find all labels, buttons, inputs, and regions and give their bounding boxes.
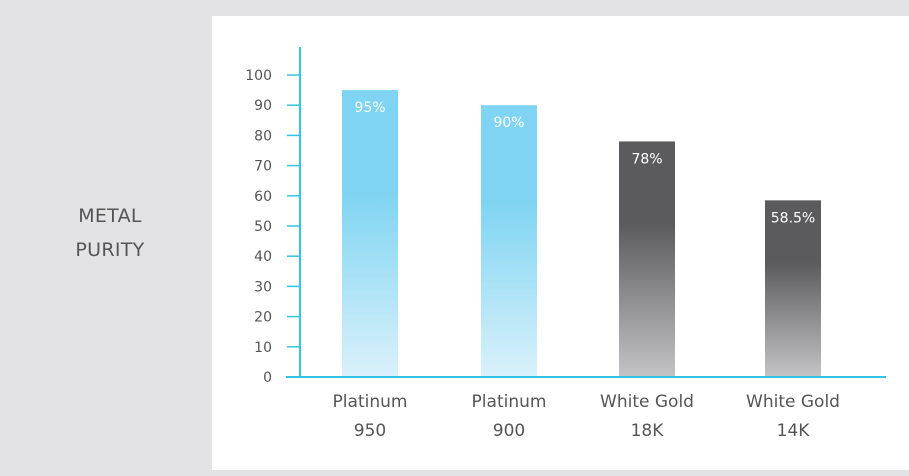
y-tick-label: 50	[254, 219, 272, 235]
bar-data-labels: 95% 90% 78% 58.5%	[354, 100, 815, 226]
x-tick-label: 950	[354, 421, 386, 441]
row-title-line-2: PURITY	[75, 239, 145, 261]
x-axis-labels: Platinum 950 Platinum 900 White Gold 18K White…	[333, 392, 840, 441]
bar-0	[342, 90, 398, 377]
y-tick-label: 60	[254, 189, 272, 205]
y-tick-label: 90	[254, 98, 272, 114]
y-tick-label: 40	[254, 249, 272, 265]
chart-panel: 0 10 20 30 40 50 60 70 80 90 100 95% 90% 78% 58.5% Pl…	[212, 16, 909, 470]
y-tick-label: 0	[263, 370, 272, 386]
y-tick-label: 80	[254, 128, 272, 144]
y-tick-label: 20	[254, 310, 272, 326]
y-tick-label: 30	[254, 279, 272, 295]
x-tick-label: White Gold	[746, 392, 840, 412]
bar-data-label: 90%	[493, 115, 524, 131]
bar-data-label: 78%	[631, 151, 662, 167]
row-title-panel: METAL PURITY	[8, 16, 212, 470]
x-tick-label: 900	[493, 421, 525, 441]
y-tick-label: 10	[254, 340, 272, 356]
bar-2	[619, 141, 675, 377]
y-axis-ticks: 0 10 20 30 40 50 60 70 80 90 100	[245, 68, 300, 386]
y-tick-label: 100	[245, 68, 272, 84]
row-title-line-1: METAL	[78, 205, 142, 227]
bar-data-label: 58.5%	[771, 210, 815, 226]
bar-data-label: 95%	[354, 100, 385, 116]
y-tick-label: 70	[254, 159, 272, 175]
row-title: METAL PURITY	[75, 199, 144, 267]
bars	[342, 90, 821, 377]
x-tick-label: 14K	[777, 421, 811, 441]
x-tick-label: 18K	[631, 421, 665, 441]
x-tick-label: Platinum	[472, 392, 547, 412]
x-tick-label: White Gold	[600, 392, 694, 412]
x-tick-label: Platinum	[333, 392, 408, 412]
bar-chart: 0 10 20 30 40 50 60 70 80 90 100 95% 90% 78% 58.5% Pl…	[245, 47, 886, 441]
bar-3	[765, 200, 821, 377]
bar-1	[481, 105, 537, 377]
